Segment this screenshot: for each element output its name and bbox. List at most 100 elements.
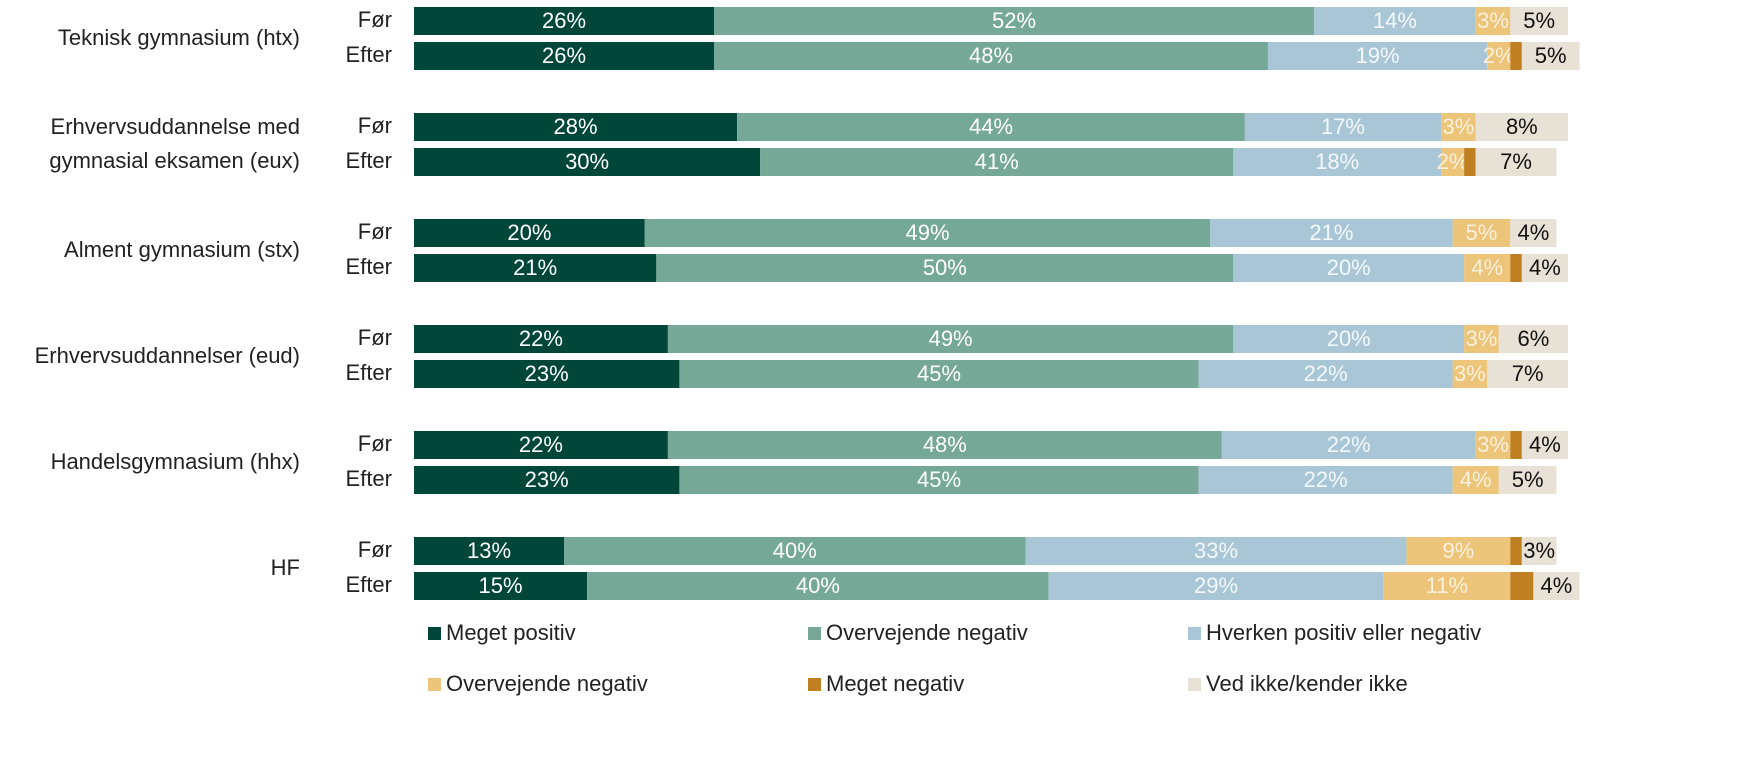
bar-segment [1464, 325, 1499, 353]
bar-segment [1233, 325, 1465, 353]
legend-item: Overvejende negativ [808, 620, 1028, 646]
row-label: Efter [346, 42, 392, 67]
data-label: 45% [917, 361, 961, 386]
bar-segment [1210, 219, 1453, 247]
bar-segment [1521, 42, 1580, 70]
data-label: 20% [1327, 326, 1371, 351]
bar-segment [1498, 466, 1557, 494]
data-label: 18% [1315, 149, 1359, 174]
bar-segment [414, 7, 715, 35]
row-label: Efter [346, 466, 392, 491]
data-label: 22% [519, 432, 563, 457]
bar-segment [1510, 254, 1522, 282]
bar-segment [1521, 431, 1568, 459]
legend-swatch [1188, 626, 1201, 640]
legend-swatch [808, 626, 821, 640]
data-label: 4% [1529, 432, 1561, 457]
bar-segment [1475, 431, 1511, 459]
data-label: 20% [1327, 255, 1371, 280]
data-label: 8% [1506, 114, 1538, 139]
data-label: 3% [1477, 8, 1509, 33]
legend-item: Meget positiv [428, 620, 576, 646]
bar-segment [414, 148, 761, 176]
bar-segment [679, 360, 1199, 388]
bar-segment [1475, 7, 1511, 35]
data-label: 7% [1512, 361, 1544, 386]
legend-swatch [808, 677, 821, 691]
data-label: 44% [969, 114, 1013, 139]
data-label: 48% [969, 43, 1013, 68]
group-label: Erhvervsuddannelser (eud) [34, 343, 300, 368]
data-label: 28% [554, 114, 598, 139]
bar-segment [1510, 537, 1522, 565]
bar-segment [714, 7, 1315, 35]
data-label: 4% [1471, 255, 1503, 280]
bar-segment [587, 572, 1049, 600]
data-label: 4% [1529, 255, 1561, 280]
bar-segment [1510, 219, 1557, 247]
data-label: 3% [1454, 361, 1486, 386]
legend-item: Ved ikke/kender ikke [1188, 671, 1408, 697]
group-label: Erhvervsuddannelse med gymnasial eksamen… [49, 114, 300, 173]
bar-segment [644, 219, 1211, 247]
bar-segment [1441, 113, 1476, 141]
bar-segment [1198, 360, 1453, 388]
bar-segment [1314, 7, 1476, 35]
bar-segment [414, 113, 738, 141]
legend-label: Meget negativ [826, 671, 965, 696]
bar-segment [1198, 466, 1453, 494]
bar-segment [1221, 431, 1476, 459]
bar-segment [414, 360, 680, 388]
data-label: 40% [796, 573, 840, 598]
data-label: 17% [1321, 114, 1365, 139]
data-label: 15% [479, 573, 523, 598]
legend-item: Hverken positiv eller negativ [1188, 620, 1481, 646]
data-label: 3% [1477, 432, 1509, 457]
group-label: HF [270, 555, 300, 580]
bar-segment [1452, 466, 1499, 494]
row-label: Efter [346, 254, 392, 279]
data-label: 22% [519, 326, 563, 351]
bar-segment [1533, 572, 1580, 600]
bar-segment [1475, 148, 1557, 176]
bar-segment [1510, 572, 1534, 600]
legend-swatch [428, 626, 441, 640]
data-label: 40% [773, 538, 817, 563]
bar-segment [564, 537, 1026, 565]
bar-segment [1521, 537, 1557, 565]
legend-item: Meget negativ [808, 671, 964, 697]
data-label: 11% [1426, 573, 1468, 598]
data-label: 50% [923, 255, 967, 280]
bar-segment [667, 431, 1222, 459]
legend-swatch [1188, 677, 1201, 691]
row-label: Før [358, 537, 392, 562]
bar-segment [1475, 113, 1568, 141]
bar-segment [1452, 219, 1511, 247]
bar-segment [1244, 113, 1442, 141]
data-label: 5% [1523, 8, 1555, 33]
data-label: 13% [467, 538, 511, 563]
row-label: Før [358, 325, 392, 350]
row-label: Før [358, 113, 392, 138]
row-label: Efter [346, 148, 392, 173]
bar-segment [1510, 431, 1522, 459]
data-label: 22% [1327, 432, 1371, 457]
bar-segment [414, 42, 715, 70]
bar-segment [414, 537, 565, 565]
group-label: Alment gymnasium (stx) [64, 237, 300, 262]
data-label: 3% [1442, 114, 1474, 139]
data-label: 49% [906, 220, 950, 245]
group-label: Handelsgymnasium (hhx) [50, 449, 300, 474]
bar-segment [1048, 572, 1384, 600]
bar-segment [414, 572, 588, 600]
bar-segment [1233, 254, 1465, 282]
bar-segment [656, 254, 1234, 282]
data-label: 41% [975, 149, 1019, 174]
bar-segment [1406, 537, 1511, 565]
data-label: 20% [507, 220, 551, 245]
data-label: 21% [513, 255, 557, 280]
bar-segment [414, 254, 657, 282]
data-label: 52% [992, 8, 1036, 33]
